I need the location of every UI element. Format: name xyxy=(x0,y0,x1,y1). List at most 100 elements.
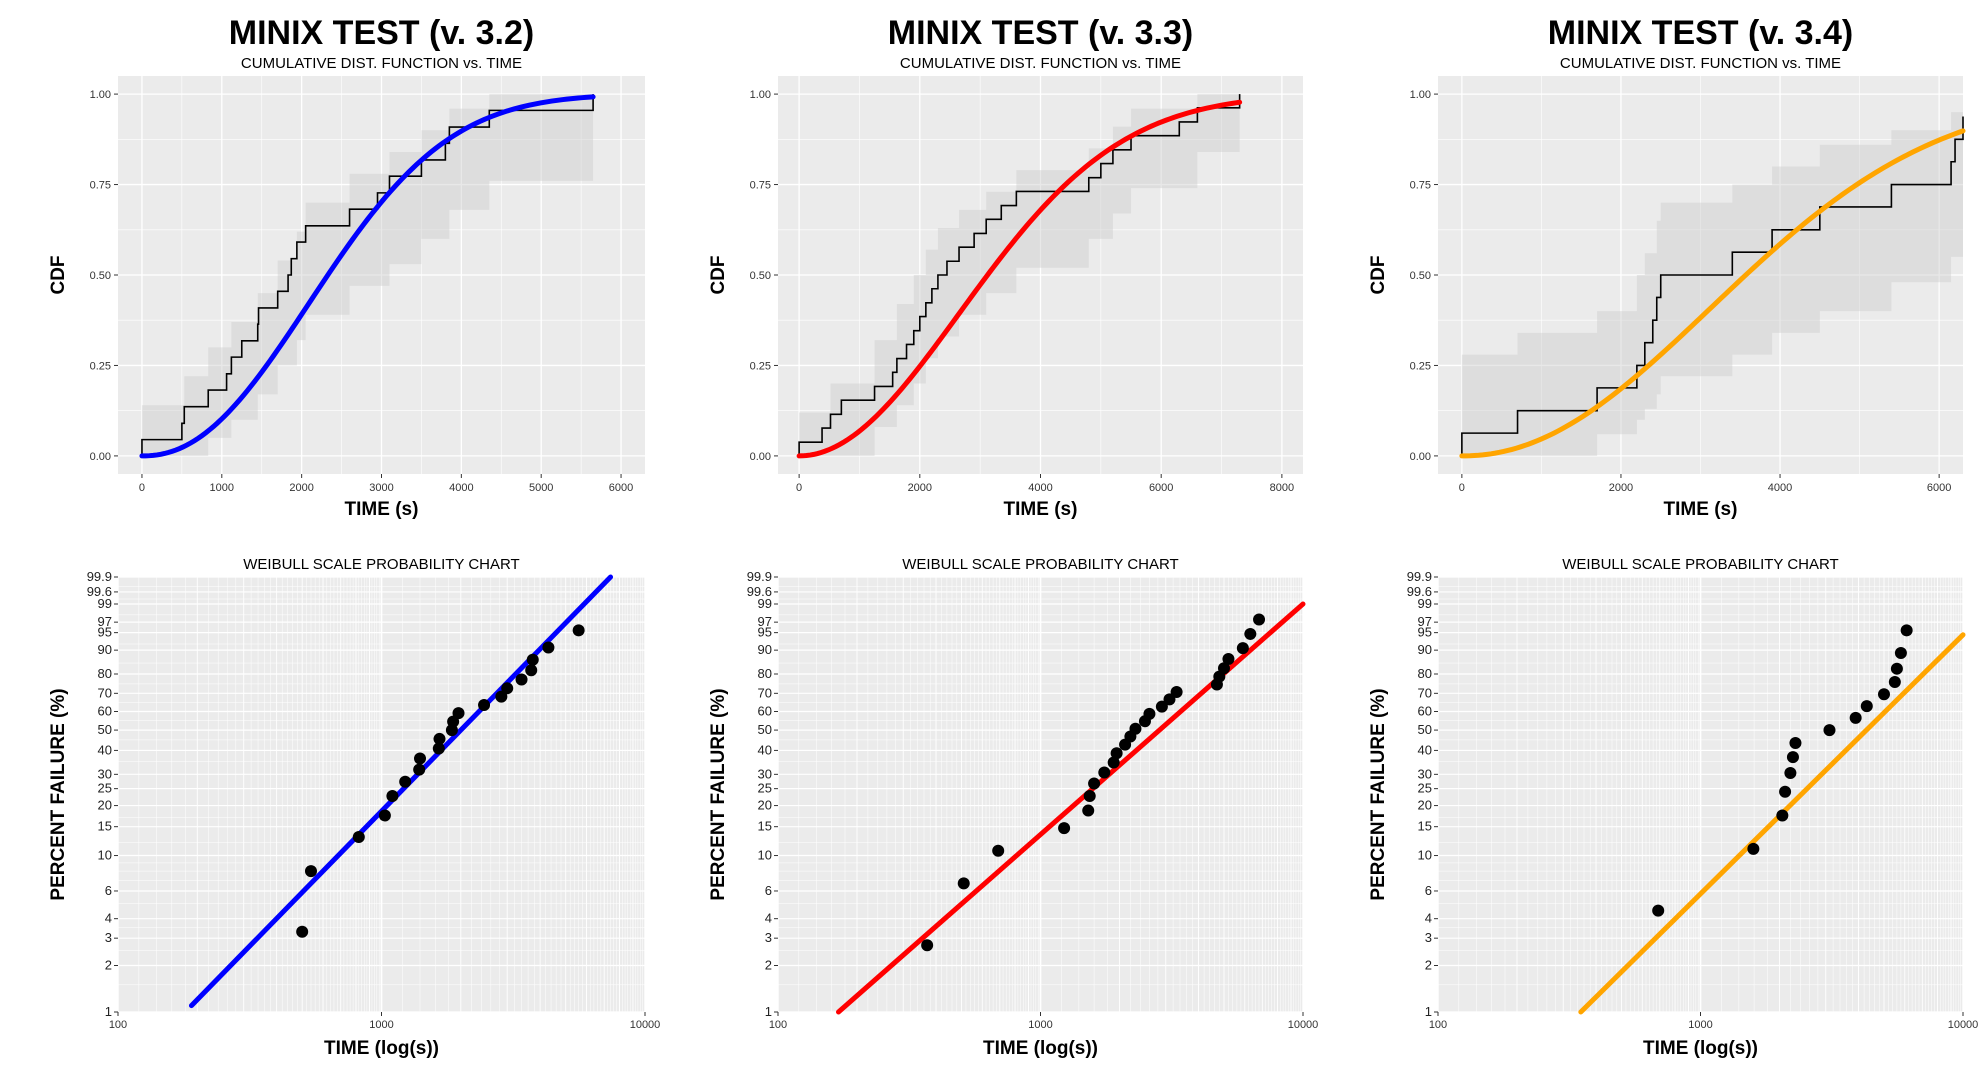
data-point xyxy=(1083,790,1096,803)
x-tick-label: 6000 xyxy=(1149,482,1173,494)
y-tick-label: 6 xyxy=(105,883,112,898)
y-tick-label: 1 xyxy=(765,1004,772,1019)
data-point xyxy=(1058,822,1071,835)
y-tick-label: 60 xyxy=(758,704,772,719)
data-point xyxy=(296,925,309,938)
data-point xyxy=(1823,724,1836,737)
x-tick-label: 8000 xyxy=(1270,482,1294,494)
data-point xyxy=(1849,711,1862,724)
y-tick-label: 15 xyxy=(758,819,772,834)
data-point xyxy=(1652,904,1665,917)
y-tick-label: 99 xyxy=(98,596,112,611)
chart-title: MINIX TEST (v. 3.2) xyxy=(229,14,534,52)
y-tick-label: 15 xyxy=(1418,819,1432,834)
fitted-cdf-curve xyxy=(796,99,1243,459)
x-tick-label: 2000 xyxy=(908,482,932,494)
y-axis-title: PERCENT FAILURE (%) xyxy=(1368,688,1389,900)
chart-subtitle: WEIBULL SCALE PROBABILITY CHART xyxy=(902,556,1178,573)
data-point xyxy=(1143,707,1156,720)
y-tick-label: 70 xyxy=(98,685,112,700)
y-tick-label: 3 xyxy=(1425,930,1432,945)
y-tick-label: 97 xyxy=(98,614,112,629)
chart-subtitle: CUMULATIVE DIST. FUNCTION vs. TIME xyxy=(1560,55,1841,72)
ecdf-step-line xyxy=(1461,116,1964,456)
confidence-band xyxy=(141,94,594,456)
x-tick-label: 0 xyxy=(796,482,802,494)
y-tick-label: 0.00 xyxy=(750,451,771,463)
y-tick-label: 70 xyxy=(1418,685,1432,700)
y-axis-title: PERCENT FAILURE (%) xyxy=(48,688,69,900)
x-tick-label: 10000 xyxy=(1948,1019,1979,1031)
fitted-cdf-curve xyxy=(1459,128,1966,459)
x-tick-label: 1000 xyxy=(1688,1019,1712,1031)
data-point xyxy=(1170,686,1183,699)
data-point xyxy=(304,865,317,878)
y-tick-label: 0.00 xyxy=(90,451,111,463)
y-tick-label: 50 xyxy=(758,722,772,737)
y-tick-label: 10 xyxy=(1418,848,1432,863)
data-point xyxy=(572,624,585,637)
y-tick-label: 80 xyxy=(1418,666,1432,681)
y-tick-label: 1 xyxy=(1425,1004,1432,1019)
fitted-cdf-curve xyxy=(139,94,596,459)
y-tick-label: 4 xyxy=(105,911,112,926)
y-tick-label: 40 xyxy=(98,742,112,757)
x-axis-title: TIME (s) xyxy=(1004,499,1078,520)
data-point xyxy=(957,877,970,890)
y-tick-label: 10 xyxy=(98,848,112,863)
y-tick-label: 4 xyxy=(765,911,772,926)
x-tick-label: 3000 xyxy=(369,482,393,494)
x-tick-label: 100 xyxy=(1429,1019,1447,1031)
data-point xyxy=(1082,804,1095,817)
data-point xyxy=(1860,700,1873,713)
data-point xyxy=(1098,766,1111,779)
data-point xyxy=(515,673,528,686)
y-tick-label: 0.75 xyxy=(1410,180,1431,192)
y-tick-label: 6 xyxy=(1425,883,1432,898)
chart-title: MINIX TEST (v. 3.4) xyxy=(1548,14,1853,52)
data-point xyxy=(542,641,555,654)
y-tick-label: 99.9 xyxy=(1407,569,1432,584)
data-point xyxy=(1784,767,1797,780)
data-point xyxy=(495,690,508,703)
y-axis-title: CDF xyxy=(1368,255,1389,294)
y-tick-label: 90 xyxy=(1418,642,1432,657)
data-point xyxy=(378,809,391,822)
cdf-panel-v32: MINIX TEST (v. 3.2) CUMULATIVE DIST. FUNC… xyxy=(48,14,645,520)
data-point xyxy=(452,707,465,720)
y-tick-label: 3 xyxy=(105,930,112,945)
x-tick-label: 0 xyxy=(1459,482,1465,494)
data-point xyxy=(1244,627,1257,640)
ecdf-step-line xyxy=(798,94,1241,456)
cdf-panel-v33: MINIX TEST (v. 3.3) CUMULATIVE DIST. FUNC… xyxy=(708,14,1303,520)
y-tick-label: 1 xyxy=(105,1004,112,1019)
data-point xyxy=(526,653,539,666)
data-point xyxy=(1747,842,1760,855)
data-point xyxy=(525,664,538,677)
x-tick-label: 100 xyxy=(769,1019,787,1031)
x-axis-title: TIME (s) xyxy=(345,499,419,520)
y-tick-label: 95 xyxy=(1418,625,1432,640)
y-tick-label: 25 xyxy=(1418,781,1432,796)
data-point xyxy=(432,742,445,755)
y-tick-label: 60 xyxy=(1418,704,1432,719)
y-tick-label: 90 xyxy=(758,642,772,657)
chart-subtitle: CUMULATIVE DIST. FUNCTION vs. TIME xyxy=(241,55,522,72)
cdf-panel-v34: MINIX TEST (v. 3.4) CUMULATIVE DIST. FUNC… xyxy=(1368,14,1966,520)
data-point xyxy=(1877,688,1890,701)
fit-line xyxy=(1578,632,1966,1015)
y-tick-label: 0.50 xyxy=(90,270,111,282)
y-tick-label: 20 xyxy=(98,798,112,813)
data-point xyxy=(413,763,426,776)
chart-subtitle: WEIBULL SCALE PROBABILITY CHART xyxy=(243,556,519,573)
data-point xyxy=(1088,777,1101,790)
data-point xyxy=(386,790,399,803)
y-tick-label: 40 xyxy=(758,742,772,757)
x-tick-label: 1000 xyxy=(1028,1019,1052,1031)
y-tick-label: 2 xyxy=(105,958,112,973)
y-tick-label: 40 xyxy=(1418,742,1432,757)
y-tick-label: 97 xyxy=(1418,614,1432,629)
data-point xyxy=(1900,624,1913,637)
y-tick-label: 0.50 xyxy=(1410,270,1431,282)
